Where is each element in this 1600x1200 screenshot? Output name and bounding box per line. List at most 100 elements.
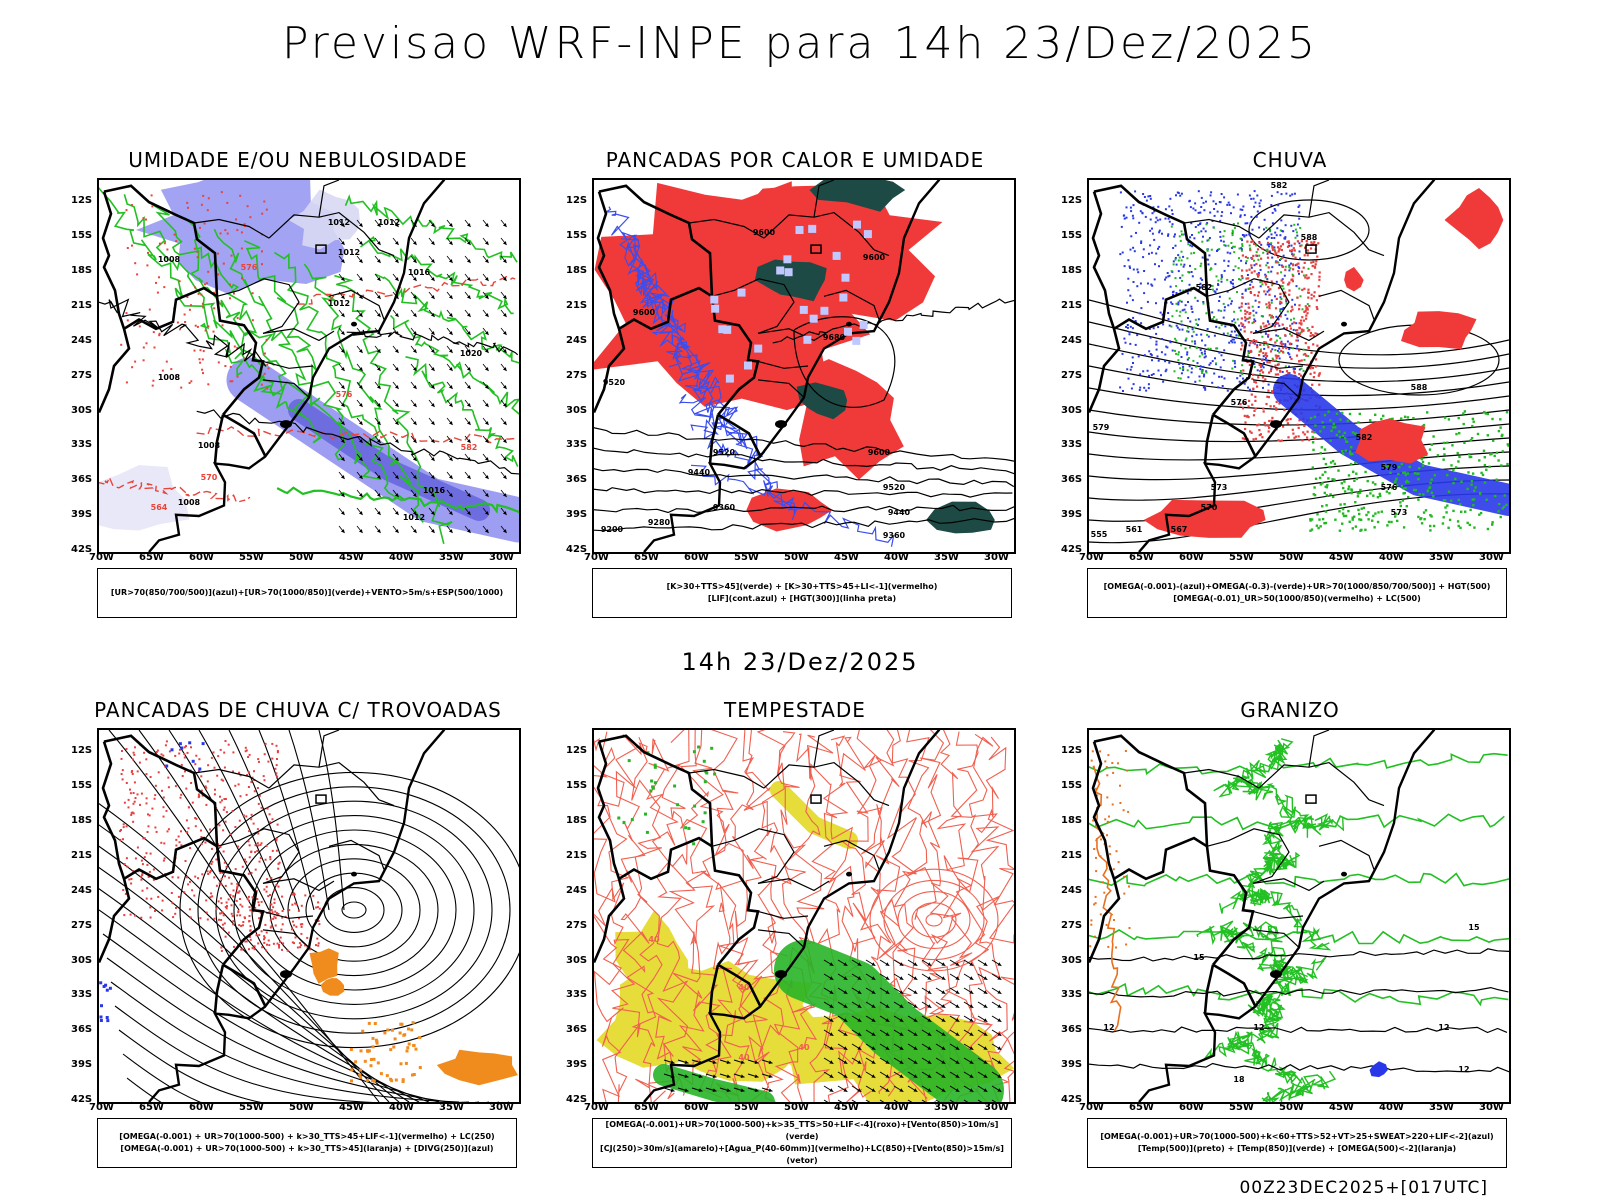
state-border <box>318 730 340 768</box>
lat-tick-label: 12S <box>566 745 588 757</box>
map-frame[interactable]: 582 588 582 579 576 573 570 567 561 555 588 582 579 5… <box>1087 178 1511 554</box>
lat-tick-label: 21S <box>71 849 93 861</box>
contour-label: 576 <box>241 263 258 272</box>
wind850-vectors <box>663 1059 773 1093</box>
legend-line: [OMEGA(-0.01)_UR>50(1000/850)(vermelho) … <box>1173 594 1421 603</box>
storm-orange-area <box>320 978 345 996</box>
lon-tick-label: 45W <box>834 552 859 563</box>
country-border <box>215 846 265 966</box>
lat-tick-label: 15S <box>71 780 93 792</box>
map-frame[interactable]: 1012 1012 1012 1008 1016 1012 1020 1008 1008 1016… <box>97 178 521 554</box>
lon-tick-label: 55W <box>734 552 759 563</box>
lon-tick-label: 60W <box>189 552 214 563</box>
legend-box: [OMEGA(-0.001)+UR>70(1000-500)+k>35_TTS>… <box>592 1118 1012 1168</box>
contour-label: 40 <box>648 935 660 944</box>
map-canvas <box>99 730 519 1102</box>
state-border <box>1252 910 1304 919</box>
lat-tick-label: 33S <box>566 989 588 1001</box>
streamline <box>118 1029 479 1102</box>
state-border <box>328 839 385 870</box>
state-border <box>1183 768 1260 789</box>
country-border <box>123 286 218 331</box>
lat-tick-label: 27S <box>1061 369 1083 381</box>
lat-tick-label: 15S <box>1061 230 1083 242</box>
lon-tick-label: 65W <box>1129 1102 1154 1113</box>
state-border <box>262 910 314 919</box>
lon-tick-label: 60W <box>684 1102 709 1113</box>
valid-time-title: 14h 23/Dez/2025 <box>681 648 919 676</box>
contour-label: 40 <box>738 1053 750 1062</box>
country-border <box>598 734 714 847</box>
contour-label: 567 <box>1171 525 1188 534</box>
lon-tick-label: 50W <box>784 1102 809 1113</box>
lon-tick-label: 60W <box>1179 552 1204 563</box>
state-border <box>688 768 765 789</box>
lat-tick-label: 18S <box>71 265 93 276</box>
contour-label: 9600 <box>863 253 886 262</box>
contour-label: 1020 <box>460 349 483 358</box>
main-title: Previsao WRF-INPE para 14h 23/Dez/2025 <box>282 18 1318 69</box>
lon-tick-label: 40W <box>1379 1102 1404 1113</box>
lon-tick-label: 50W <box>289 552 314 563</box>
streamline-rings <box>179 771 519 1049</box>
state-border <box>378 799 395 807</box>
rh-1000-850-contour <box>213 228 347 461</box>
map-frame[interactable]: 40 40 40 40 <box>592 728 1016 1104</box>
lon-tick-label: 35W <box>439 552 464 563</box>
lat-tick-label: 18S <box>566 265 588 276</box>
state-border <box>1206 278 1290 334</box>
lat-tick-label: 15S <box>566 780 588 792</box>
lon-tick-label: 55W <box>239 552 264 563</box>
temp850-contour <box>1089 982 1509 1007</box>
contour-label: 9520 <box>883 483 906 492</box>
country-border <box>1089 191 1121 414</box>
precip-water-contour <box>594 737 624 1102</box>
lon-tick-label: 30W <box>1479 1102 1504 1113</box>
contour-label: 1008 <box>158 373 181 382</box>
lat-tick-label: 12S <box>566 195 588 207</box>
temp850-contour <box>1264 738 1294 771</box>
temp500-contour <box>1089 1062 1509 1073</box>
lon-tick-label: 50W <box>784 552 809 563</box>
state-border <box>823 289 880 320</box>
temp500-contour <box>1089 986 1509 998</box>
lat-tick-label: 18S <box>1061 265 1083 276</box>
hgt300-contour <box>594 504 1014 514</box>
country-border <box>1093 734 1209 847</box>
lat-tick-label: 18S <box>1061 815 1083 826</box>
contour-label: 573 <box>1391 508 1408 517</box>
map-frame[interactable]: 12 12 12 12 15 15 18 <box>1087 728 1511 1104</box>
hgt500-contour <box>1248 199 1370 261</box>
streamline <box>198 730 285 911</box>
wind850-vectors <box>823 959 1002 1102</box>
contour-label: 9280 <box>648 518 671 527</box>
panel-title: PANCADAS DE CHUVA C/ TROVOADAS <box>94 698 502 722</box>
lat-tick-label: 39S <box>566 1059 588 1071</box>
lake <box>351 321 357 327</box>
contour-label: 579 <box>1093 423 1110 432</box>
storm-orange-area <box>349 1021 422 1083</box>
state-border <box>763 211 875 251</box>
contour-label: 555 <box>1091 530 1108 539</box>
thickness-contour <box>296 275 516 305</box>
legend-box: [OMEGA(-0.001) + UR>70(1000-500) + k>30_… <box>97 1118 517 1168</box>
state-border <box>216 828 300 884</box>
lon-tick-label: 65W <box>139 1102 164 1113</box>
lon-tick-label: 70W <box>584 552 609 563</box>
map-canvas: 9600 9600 9600 9520 9680 9600 9520 9440 9360 9280… <box>594 180 1014 552</box>
map-frame[interactable] <box>97 728 521 1104</box>
federal-district <box>1305 244 1317 254</box>
lon-tick-label: 40W <box>389 552 414 563</box>
lat-tick-label: 30S <box>1061 404 1083 416</box>
contour-label: 570 <box>1201 503 1218 512</box>
state-border <box>262 878 335 892</box>
temp850-contour <box>1089 872 1509 888</box>
country-border <box>99 741 131 964</box>
lon-tick-label: 70W <box>1079 552 1104 563</box>
instability-red-area <box>707 180 943 335</box>
lat-tick-label: 18S <box>566 815 588 826</box>
country-border <box>1205 846 1255 966</box>
map-frame[interactable]: 9600 9600 9600 9520 9680 9600 9520 9440 9360 9280… <box>592 178 1016 554</box>
lon-tick-label: 45W <box>339 552 364 563</box>
country-border <box>99 191 131 414</box>
